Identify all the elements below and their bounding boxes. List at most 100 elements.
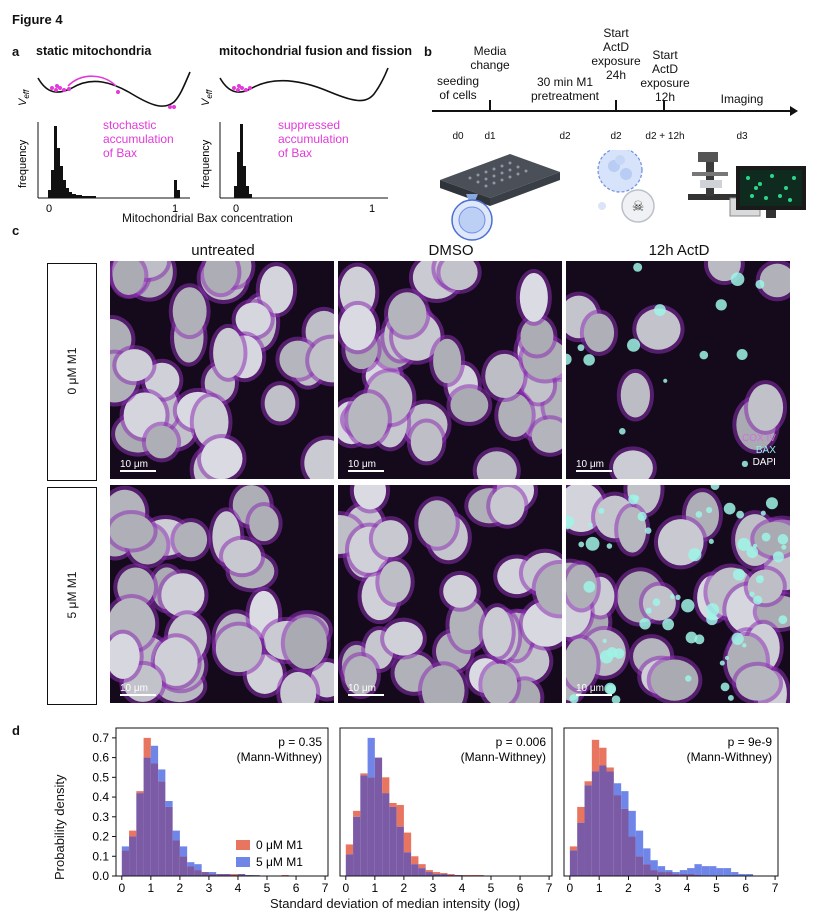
event-line: exposure [591,54,641,68]
annotation-suppressed: suppressed accumulation of Bax [278,118,349,160]
svg-text:☠: ☠ [632,198,645,214]
hist-bar-overlap [591,771,600,876]
timeline-day: d2 [559,131,571,142]
channel-legend: COX IV BAX DAPI [742,433,776,469]
x-tick-label: 4 [459,881,466,895]
legend-swatch [236,857,250,867]
hist-bar-overlap [194,870,202,876]
event-line: pretreatment [530,89,600,103]
event-line: 12h [654,90,676,104]
hist-legend: 0 μM M1 5 μM M1 [236,838,303,869]
hist-bar-overlap [657,872,666,876]
x-tick-label: 0 [118,881,125,895]
hist-bar-excess [360,773,368,776]
hist-bar-excess [172,830,180,841]
hist-bar-overlap [345,854,354,876]
tick-right-0: 0 [233,203,239,215]
hist-bar-excess [569,846,578,851]
hist-bar-excess [687,868,695,875]
column-header-dmso: DMSO [428,242,474,259]
annotation-line: of Bax [278,146,313,160]
legend-label: 0 μM M1 [256,838,303,852]
hist-bar-overlap [353,816,361,876]
tick-right-1: 1 [369,203,375,215]
hist-bar-excess [432,872,441,875]
channel-legend-item: DAPI [752,457,776,468]
hist-xlabel: Standard deviation of median intensity (… [270,896,521,911]
annotation-line: suppressed [278,118,341,132]
x-tick-label: 1 [372,881,379,895]
micrograph-r1-c0 [110,485,334,703]
hist-bar-excess [584,781,592,786]
hist-bar-excess [411,856,419,865]
x-tick-label: 2 [625,881,632,895]
timeline-event-label: Media change [435,44,545,72]
event-line: 30 min M1 [536,75,594,89]
hist-bar-overlap [382,793,390,876]
x-tick-label: 4 [235,881,242,895]
timeline-illustrations: ☠ [440,150,806,241]
x-tick-label: 2 [401,881,408,895]
hist-bar-overlap [150,763,159,876]
hist-bar-excess [121,846,130,851]
x-tick-label: 7 [772,881,779,895]
hist-bar-excess [403,832,412,853]
event-line: exposure [640,76,690,90]
hist-bar-overlap [216,874,224,876]
hist-bar-excess [643,848,651,865]
micrograph-r1-c1 [338,485,562,703]
hist-bar-excess [158,769,166,782]
potential-curve-left [37,71,191,109]
hist-bar-overlap [577,822,585,876]
hist-bar-excess [136,791,144,794]
hist-bar-overlap [606,771,614,876]
x-tick-label: 1 [596,881,603,895]
hist-bar-excess [165,801,173,807]
hist-bar-excess [701,866,710,876]
annotation-line: accumulation [278,132,349,146]
x-tick-label: 5 [713,881,720,895]
y-tick-label: 0.4 [92,790,109,804]
hist-bar-excess [709,866,717,876]
p-value-annotation: p = 0.006 [496,735,547,749]
timeline-day: d1 [484,131,496,142]
hist-bar-overlap [432,874,441,876]
hist-bar-overlap [425,872,433,876]
hist-panel-0: 0 1 2 3 4 5 6 7 0.0 0.1 0.2 0.3 0.4 0.5 0.6 0.7 p = 0.35… [92,727,329,895]
cell-culture-icon [451,194,493,241]
hist-bar-excess [679,870,688,875]
hist-bar-overlap [136,793,144,876]
timeline-event-label: Start ActD exposure 12h [610,48,720,104]
x-tick-label: 0 [342,881,349,895]
x-tick-label: 1 [148,881,155,895]
event-line: Media [473,44,507,58]
scale-bar: 10 μm [348,683,384,696]
legend-label: 5 μM M1 [256,855,303,869]
hist-bar-overlap [650,870,658,876]
scale-bar: 10 μm [120,683,156,696]
potential-ylabel-left: Veff [17,89,31,106]
hist-bar-excess [447,874,455,876]
hist-bar-excess [179,846,188,857]
hist-bar-overlap [208,874,217,876]
y-tick-label: 0.3 [92,810,109,824]
hist-bar-overlap [418,868,426,876]
hist-bar-overlap [665,872,673,876]
hist-bar-overlap [237,874,246,876]
hist-bar-excess [694,864,702,876]
legend-swatch [236,840,250,850]
panel-a-graphics: Veff frequency 0 1 Veff [17,67,389,215]
hist-bar-excess [194,864,202,871]
monitor-icon [736,166,806,218]
p-value-annotation: (Mann-Withney) [687,750,772,764]
hist-ylabel-left: frequency [17,139,29,188]
panel-b-label: b [424,44,432,59]
hist-bar-overlap [179,856,188,876]
panel-a-xlabel: Mitochondrial Bax concentration [122,211,293,225]
hist-bar-excess [731,872,739,876]
x-tick-label: 3 [430,881,437,895]
x-tick-label: 3 [654,881,661,895]
hist-bar-excess [672,872,680,875]
hist-right [219,122,388,199]
hist-bar-overlap [599,765,607,876]
